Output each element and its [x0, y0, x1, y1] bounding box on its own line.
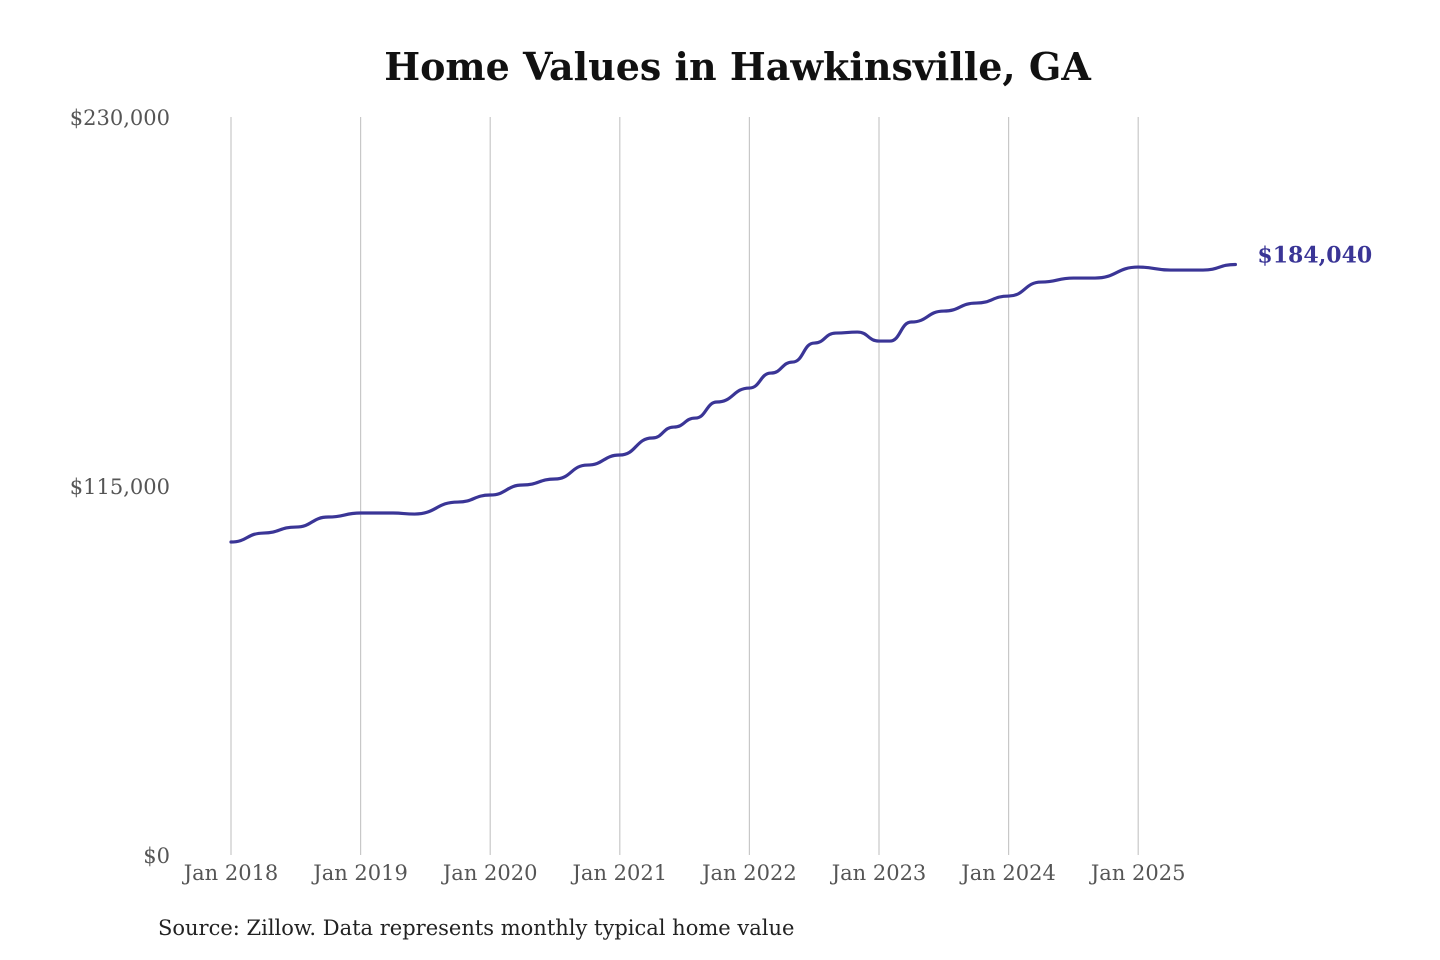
x-tick-label: Jan 2021 — [571, 861, 668, 885]
y-tick-label: $0 — [143, 844, 170, 868]
x-tick-label: Jan 2019 — [311, 861, 408, 885]
y-tick-label: $230,000 — [70, 106, 170, 130]
x-tick-label: Jan 2024 — [959, 861, 1056, 885]
x-tick-label: Jan 2025 — [1089, 861, 1186, 885]
chart-title: Home Values in Hawkinsville, GA — [384, 44, 1091, 89]
x-tick-label: Jan 2023 — [830, 861, 927, 885]
x-tick-label: Jan 2020 — [441, 861, 538, 885]
source-note: Source: Zillow. Data represents monthly … — [158, 916, 795, 940]
end-value-label: $184,040 — [1257, 242, 1372, 268]
x-tick-label: Jan 2018 — [182, 861, 279, 885]
series-line — [229, 262, 1237, 544]
x-tick-label: Jan 2022 — [700, 861, 797, 885]
y-tick-label: $115,000 — [70, 475, 170, 499]
